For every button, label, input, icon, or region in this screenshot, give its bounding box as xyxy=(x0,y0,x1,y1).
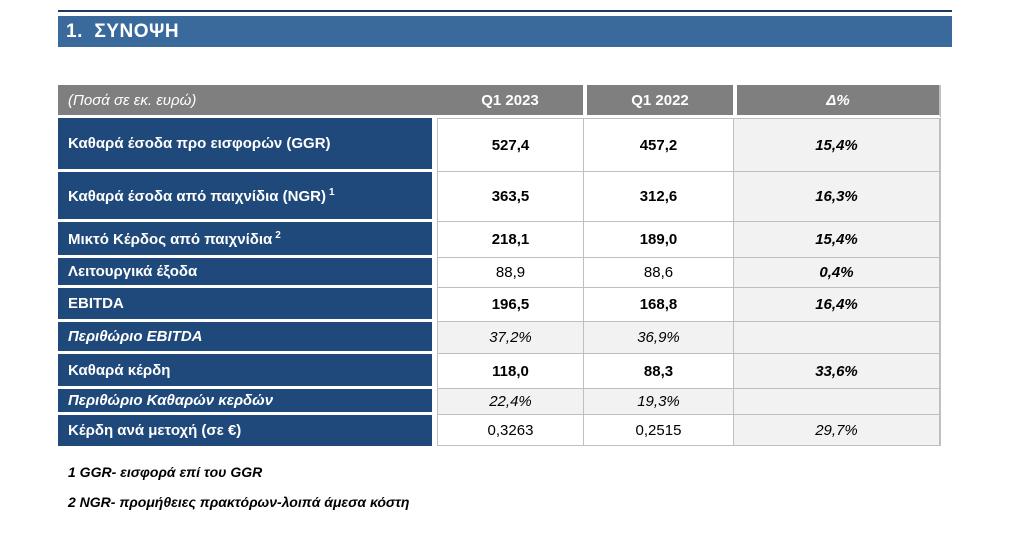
footnote-2: 2 NGR- προμήθειες πρακτόρων-λοιπά άμεσα … xyxy=(68,494,410,510)
footnotes: 1 GGR- εισφορά επί του GGR 2 NGR- προμήθ… xyxy=(68,457,409,517)
footnote-ref-1: 1 xyxy=(329,186,335,198)
table-row: Λειτουργικά έξοδα 88,9 88,6 0,4% xyxy=(58,258,941,288)
table-row: Μικτό Κέρδος από παιχνίδια 2 218,1 189,0 … xyxy=(58,222,941,258)
value-q1-2023: 37,2% xyxy=(437,322,583,354)
title-top-rule xyxy=(58,10,952,12)
value-delta: 16,4% xyxy=(733,288,941,322)
row-label: Καθαρά έσοδα προ εισφορών (GGR) xyxy=(58,118,437,172)
header-q1-2022: Q1 2022 xyxy=(583,85,733,118)
header-delta-pct: Δ% xyxy=(733,85,941,118)
section-title: 1. ΣΥΝΟΨΗ xyxy=(58,10,952,47)
value-q1-2022: 168,8 xyxy=(583,288,733,322)
table-row: Κέρδη ανά μετοχή (σε €) 0,3263 0,2515 29… xyxy=(58,415,941,446)
footnote-1: 1 GGR- εισφορά επί του GGR xyxy=(68,464,263,480)
table-row: Περιθώριο EBITDA 37,2% 36,9% xyxy=(58,322,941,354)
value-delta: 16,3% xyxy=(733,172,941,222)
value-q1-2022: 189,0 xyxy=(583,222,733,258)
footnote-ref-2: 2 xyxy=(275,229,281,241)
value-delta: 33,6% xyxy=(733,354,941,389)
row-label: Λειτουργικά έξοδα xyxy=(58,258,437,288)
table-header-row: (Ποσά σε εκ. ευρώ) Q1 2023 Q1 2022 Δ% xyxy=(58,85,941,118)
value-delta xyxy=(733,322,941,354)
value-q1-2022: 88,6 xyxy=(583,258,733,288)
table-row: Καθαρά κέρδη 118,0 88,3 33,6% xyxy=(58,354,941,389)
table-row: EBITDA 196,5 168,8 16,4% xyxy=(58,288,941,322)
row-label: Μικτό Κέρδος από παιχνίδια 2 xyxy=(58,222,437,258)
financial-summary-table: (Ποσά σε εκ. ευρώ) Q1 2023 Q1 2022 Δ% Κα… xyxy=(58,85,941,446)
row-label: EBITDA xyxy=(58,288,437,322)
table-row: Περιθώριο Καθαρών κερδών 22,4% 19,3% xyxy=(58,389,941,415)
value-delta xyxy=(733,389,941,415)
value-q1-2022: 0,2515 xyxy=(583,415,733,446)
value-q1-2023: 363,5 xyxy=(437,172,583,222)
row-label: Περιθώριο Καθαρών κερδών xyxy=(58,389,437,415)
value-q1-2022: 88,3 xyxy=(583,354,733,389)
value-q1-2022: 19,3% xyxy=(583,389,733,415)
value-q1-2022: 457,2 xyxy=(583,118,733,172)
row-label: Καθαρά κέρδη xyxy=(58,354,437,389)
section-title-bar: 1. ΣΥΝΟΨΗ xyxy=(58,16,952,47)
header-q1-2023: Q1 2023 xyxy=(437,85,583,118)
value-delta: 29,7% xyxy=(733,415,941,446)
value-delta: 15,4% xyxy=(733,222,941,258)
value-q1-2023: 218,1 xyxy=(437,222,583,258)
value-delta: 15,4% xyxy=(733,118,941,172)
value-q1-2022: 36,9% xyxy=(583,322,733,354)
table-row: Καθαρά έσοδα προ εισφορών (GGR) 527,4 45… xyxy=(58,118,941,172)
header-units: (Ποσά σε εκ. ευρώ) xyxy=(58,85,437,118)
row-label: Κέρδη ανά μετοχή (σε €) xyxy=(58,415,437,446)
value-q1-2023: 0,3263 xyxy=(437,415,583,446)
value-q1-2023: 196,5 xyxy=(437,288,583,322)
value-q1-2023: 527,4 xyxy=(437,118,583,172)
value-q1-2022: 312,6 xyxy=(583,172,733,222)
table-row: Καθαρά έσοδα από παιχνίδια (NGR) 1 363,5 … xyxy=(58,172,941,222)
row-label: Καθαρά έσοδα από παιχνίδια (NGR) 1 xyxy=(58,172,437,222)
value-q1-2023: 118,0 xyxy=(437,354,583,389)
value-delta: 0,4% xyxy=(733,258,941,288)
value-q1-2023: 88,9 xyxy=(437,258,583,288)
row-label: Περιθώριο EBITDA xyxy=(58,322,437,354)
value-q1-2023: 22,4% xyxy=(437,389,583,415)
